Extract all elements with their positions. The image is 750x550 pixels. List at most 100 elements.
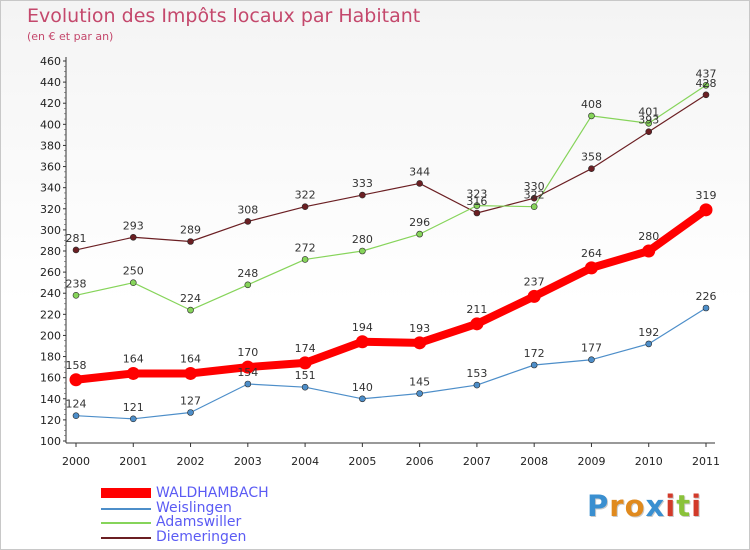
data-label: 237	[524, 275, 545, 288]
data-label: 280	[352, 233, 373, 246]
y-tick-label: 340	[40, 182, 61, 195]
data-point	[301, 203, 309, 210]
data-label: 272	[295, 241, 316, 254]
data-point	[129, 233, 137, 241]
data-label: 289	[180, 224, 201, 237]
data-point	[645, 119, 653, 127]
logo-letter: x	[645, 489, 666, 523]
data-label: 393	[638, 114, 659, 127]
data-point	[527, 289, 541, 303]
legend-label: WALDHAMBACH	[156, 485, 269, 501]
data-label: 174	[295, 342, 316, 355]
data-point	[584, 261, 598, 275]
data-label: 224	[180, 292, 201, 305]
data-label: 164	[123, 352, 144, 365]
data-label: 151	[295, 369, 316, 382]
y-tick-label: 220	[40, 308, 61, 321]
data-point	[530, 194, 538, 202]
data-point	[184, 366, 198, 380]
y-tick-label: 200	[40, 329, 61, 342]
data-label: 153	[466, 367, 487, 380]
data-point	[72, 246, 80, 254]
data-label: 127	[180, 395, 201, 408]
data-point	[645, 128, 653, 136]
data-point	[359, 395, 366, 403]
series-line-adamswiller	[75, 84, 707, 311]
data-point	[416, 180, 423, 187]
data-label: 308	[237, 203, 258, 216]
chart-title: Evolution des Impôts locaux par Habitant	[27, 5, 421, 27]
y-tick-label: 260	[40, 266, 61, 279]
data-point	[413, 336, 427, 350]
data-point	[301, 256, 309, 263]
data-point	[241, 360, 255, 374]
data-label: 177	[581, 342, 602, 355]
legend-swatch-diemeringen	[101, 536, 151, 539]
data-label: 401	[638, 105, 659, 118]
x-tick-label: 2008	[520, 455, 548, 468]
data-point	[72, 412, 80, 419]
data-label: 154	[237, 366, 258, 379]
data-point	[470, 317, 484, 331]
y-tick-label: 380	[40, 139, 61, 152]
x-tick-label: 2006	[406, 455, 434, 468]
y-tick-label: 320	[40, 203, 61, 216]
data-label: 280	[638, 230, 659, 243]
proxiti-logo: Proxiti	[587, 489, 702, 523]
data-point	[72, 292, 80, 299]
data-point	[702, 81, 710, 89]
x-tick-label: 2007	[463, 455, 491, 468]
x-tick-label: 2005	[348, 455, 376, 468]
data-point	[416, 390, 423, 397]
data-label: 323	[466, 188, 487, 201]
data-label: 193	[409, 322, 430, 335]
y-tick-label: 420	[40, 97, 61, 110]
y-tick-label: 400	[40, 118, 61, 131]
data-point	[473, 202, 481, 209]
x-tick-label: 2002	[177, 455, 205, 468]
legend-swatch-waldhambach	[101, 488, 151, 498]
data-point	[359, 191, 366, 199]
data-point	[355, 335, 369, 349]
data-label: 124	[66, 398, 87, 411]
data-point	[129, 279, 137, 286]
legend-swatch-adamswiller	[101, 522, 151, 524]
data-label: 281	[66, 232, 87, 245]
data-point	[699, 203, 713, 217]
data-point	[187, 306, 194, 314]
data-label: 194	[352, 321, 373, 334]
x-tick-label: 2011	[692, 455, 720, 468]
data-label: 322	[524, 189, 545, 202]
legend-label: Weislingen	[156, 499, 232, 516]
data-point	[530, 361, 538, 369]
legend-swatch-weislingen	[101, 507, 151, 510]
data-point	[126, 366, 140, 380]
x-tick-label: 2003	[234, 455, 262, 468]
data-point	[187, 409, 194, 416]
data-label: 140	[352, 381, 373, 394]
logo-letter: t	[676, 489, 692, 523]
data-label: 333	[352, 177, 373, 190]
data-point	[69, 373, 83, 387]
y-tick-label: 360	[40, 161, 61, 174]
logo-letter: i	[691, 489, 703, 523]
legend-label: Adamswiller	[156, 514, 242, 530]
data-point	[588, 356, 595, 364]
data-label: 226	[696, 290, 717, 303]
data-label: 238	[66, 277, 87, 290]
data-label: 192	[638, 326, 659, 339]
data-label: 344	[409, 165, 430, 178]
logo-letter: o	[624, 489, 646, 523]
data-label: 121	[123, 401, 144, 414]
y-tick-label: 300	[40, 224, 61, 237]
y-tick-label: 100	[40, 435, 61, 448]
data-label: 172	[524, 347, 545, 360]
x-tick-label: 2004	[291, 455, 319, 468]
data-label: 170	[237, 346, 258, 359]
x-tick-label: 2000	[62, 455, 90, 468]
legend-label: Diemeringen	[156, 528, 247, 545]
data-point	[244, 281, 252, 289]
data-point	[129, 415, 137, 423]
